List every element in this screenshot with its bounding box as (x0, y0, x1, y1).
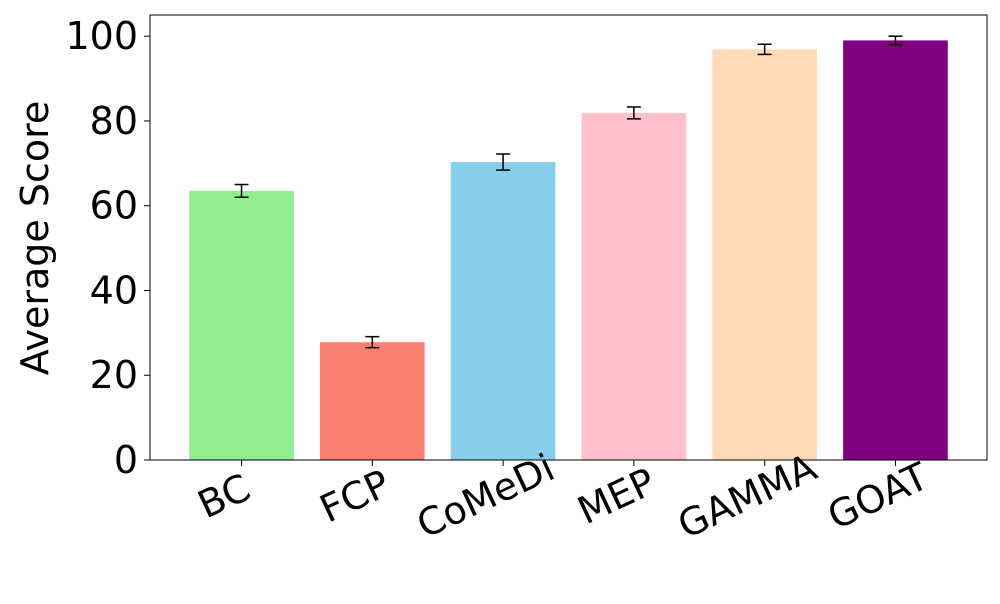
y-axis-ticks: 0 20 40 60 80 100 (65, 14, 150, 482)
bar-fcp (320, 342, 425, 460)
error-bar-comedi (496, 153, 511, 171)
y-tick-label-80: 80 (90, 99, 138, 143)
bar-goat (843, 40, 948, 461)
y-tick-label-40: 40 (90, 268, 138, 312)
bar-gamma (712, 49, 817, 460)
x-tick-label-mep: MEP (571, 459, 662, 533)
x-tick-label-fcp: FCP (313, 461, 396, 531)
error-bar-fcp (365, 335, 380, 349)
error-bars-layer (234, 35, 903, 349)
y-tick-label-0: 0 (114, 438, 138, 482)
y-tick-label-100: 100 (65, 14, 138, 58)
error-bar-mep (626, 106, 641, 120)
x-tick-label-goat: GOAT (821, 454, 935, 539)
bar-comedi (450, 162, 556, 461)
bar-bc (189, 190, 294, 460)
x-tick-label-gamma: GAMMA (671, 445, 823, 547)
y-axis-label: Average Score (13, 101, 57, 376)
plot-frame (149, 14, 988, 461)
y-tick-label-20: 20 (90, 353, 138, 397)
y-tick-label-60: 60 (90, 184, 138, 228)
x-tick-label-comedi: CoMeDi (410, 445, 561, 546)
error-bar-bc (234, 183, 249, 198)
bars-layer (189, 40, 948, 461)
error-bar-goat (888, 35, 903, 46)
bar-mep (581, 112, 687, 461)
x-tick-label-bc: BC (191, 465, 257, 527)
error-bar-gamma (757, 43, 772, 56)
